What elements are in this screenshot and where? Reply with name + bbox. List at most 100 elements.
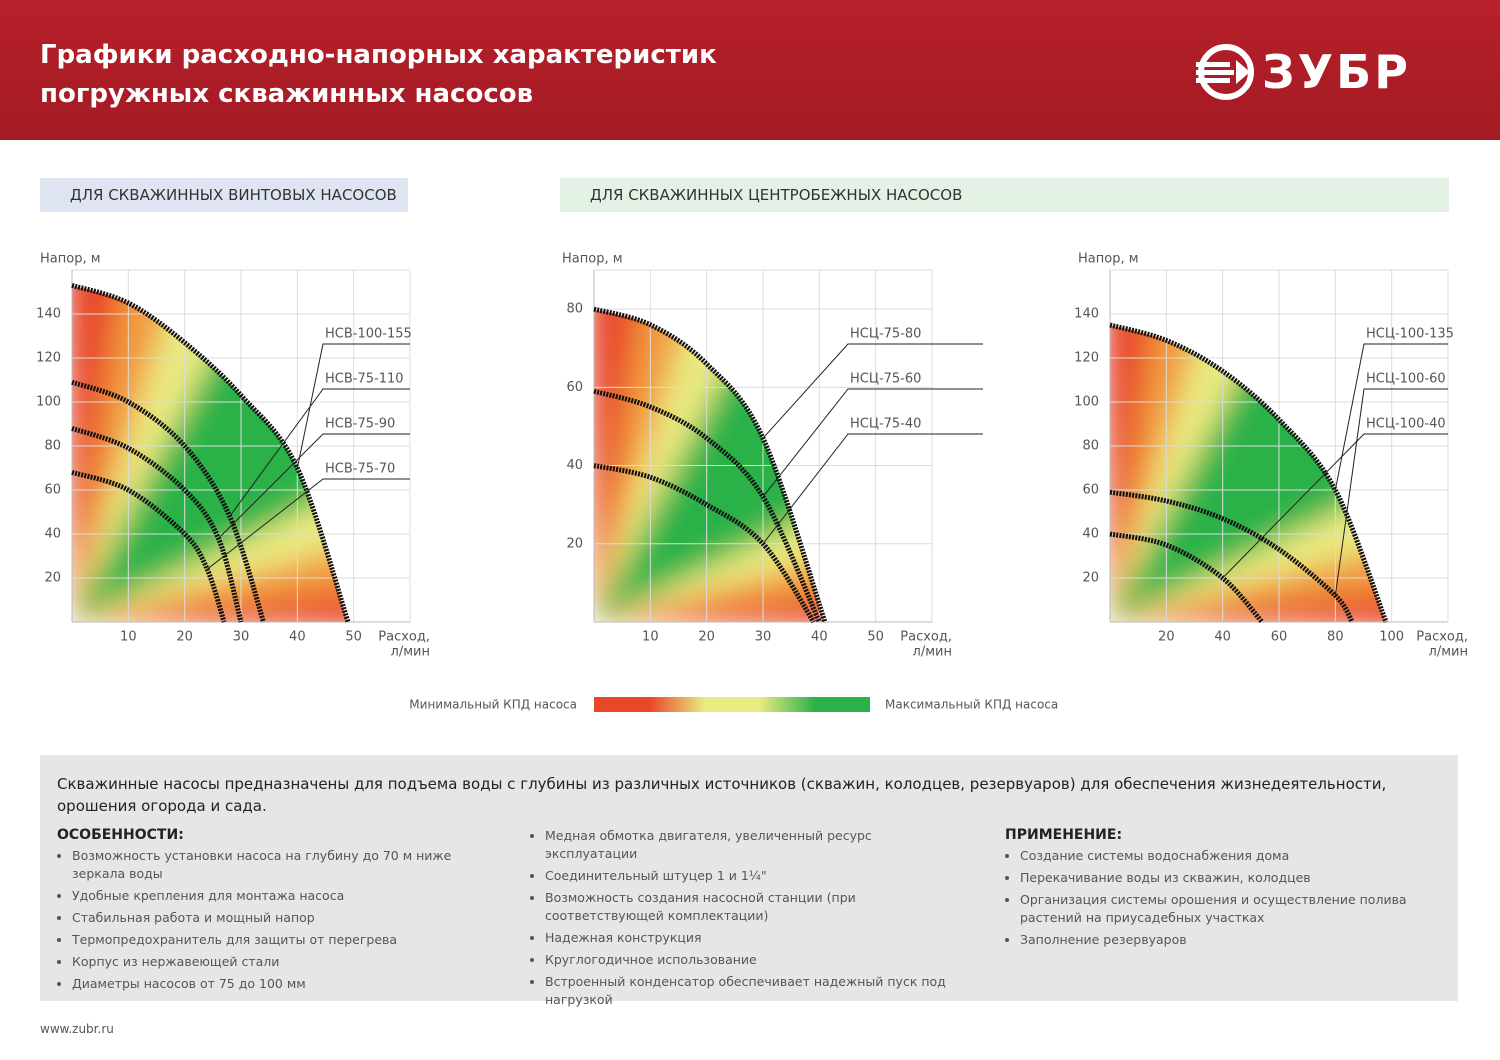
logo-icon — [1196, 78, 1230, 83]
pump-curve — [593, 306, 828, 623]
efficiency-band — [1110, 325, 1387, 622]
x-tick-label: 20 — [698, 630, 715, 645]
y-axis-label: Напор, м — [40, 252, 101, 267]
list: Возможность установки насоса на глубину … — [57, 847, 457, 993]
footer: www.zubr.ru — [40, 1022, 114, 1036]
list-item: Корпус из нержавеющей стали — [72, 953, 457, 971]
header: Графики расходно-напорных характеристик … — [0, 0, 1500, 140]
x-tick-label: 50 — [345, 630, 362, 645]
y-axis-label: Напор, м — [1078, 252, 1139, 267]
x-tick-label: 50 — [867, 630, 884, 645]
leader-line — [206, 478, 410, 570]
series-label: НСЦ-75-40 — [850, 417, 921, 432]
leader-line — [229, 388, 410, 517]
x-tick-label: 10 — [120, 630, 137, 645]
leader-line — [762, 343, 983, 439]
logo-icon — [1236, 60, 1250, 84]
x-axis-label: Расход, — [378, 630, 430, 645]
pump-curve — [1109, 531, 1264, 624]
x-tick-label: 10 — [642, 630, 659, 645]
y-tick-label: 40 — [566, 458, 583, 473]
y-axis-label: Напор, м — [562, 252, 623, 267]
y-tick-label: 60 — [44, 483, 61, 498]
logo-text: ЗУБР — [1262, 45, 1411, 99]
pump-curve — [1109, 322, 1389, 623]
list-item: Удобные крепления для монтажа насоса — [72, 887, 457, 905]
list-item: Возможность установки насоса на глубину … — [72, 847, 457, 883]
series-label: НСВ-75-90 — [325, 417, 395, 432]
title-line: погружных скважинных насосов — [40, 79, 534, 109]
efficiency-band — [594, 309, 825, 622]
list-item: Создание системы водоснабжения дома — [1020, 847, 1450, 865]
list-item: Соединительный штуцер 1 и 1¼" — [545, 867, 960, 885]
x-tick-label: 40 — [289, 630, 306, 645]
x-tick-label: 20 — [1158, 630, 1175, 645]
efficiency-bar — [594, 697, 870, 712]
leader-line — [1334, 388, 1448, 596]
description: Скважинные насосы предназначены для подъ… — [40, 755, 1458, 1007]
y-tick-label: 120 — [1074, 351, 1099, 366]
efficiency-band — [1110, 325, 1236, 622]
leader-line — [762, 388, 983, 498]
x-tick-label: 30 — [755, 630, 772, 645]
series-label: НСЦ-100-40 — [1366, 417, 1446, 432]
y-tick-label: 140 — [1074, 307, 1099, 322]
title: Графики расходно-напорных характеристик … — [40, 36, 717, 114]
x-tick-label: 30 — [233, 630, 250, 645]
logo-icon — [1196, 70, 1234, 75]
column-title: ПРИМЕНЕНИЕ: — [1005, 827, 1123, 843]
list-item: Надежная конструкция — [545, 929, 960, 947]
x-axis-label: л/мин — [913, 645, 952, 660]
y-tick-label: 100 — [1074, 395, 1099, 410]
efficiency-band — [1110, 325, 1374, 622]
leader-line — [1334, 343, 1448, 491]
list-item: Стабильная работа и мощный напор — [72, 909, 457, 927]
series-label: НСЦ-75-60 — [850, 372, 921, 387]
efficiency-band — [72, 285, 349, 622]
pump-curve — [593, 388, 822, 624]
y-tick-label: 20 — [1082, 571, 1099, 586]
pump-curve — [1109, 489, 1355, 624]
x-tick-label: 40 — [811, 630, 828, 645]
legend-label: Максимальный КПД насоса — [885, 698, 1058, 712]
efficiency-band — [594, 309, 825, 622]
series-label: НСЦ-75-80 — [850, 327, 921, 342]
leader-line — [1222, 433, 1448, 579]
legend-label: Минимальный КПД насоса — [409, 698, 577, 712]
list-item: Медная обмотка двигателя, увеличенный ре… — [545, 827, 960, 863]
series-label: НСВ-100-155 — [325, 327, 412, 342]
x-axis-label: Расход, — [1416, 630, 1468, 645]
title-line: Графики расходно-напорных характеристик — [40, 40, 717, 70]
more-features-column: Медная обмотка двигателя, увеличенный ре… — [530, 827, 960, 1013]
efficiency-band — [72, 285, 336, 622]
x-tick-label: 40 — [1214, 630, 1231, 645]
y-tick-label: 20 — [44, 571, 61, 586]
leader-line — [296, 343, 410, 469]
series-label: НСВ-75-110 — [325, 372, 404, 387]
charts: 10 20 30 40 50 20 40 60 80 100 120 140 Напор, м Расхо… — [36, 252, 1468, 712]
y-tick-label: 80 — [44, 439, 61, 454]
section-label: ДЛЯ СКВАЖИННЫХ ВИНТОВЫХ НАСОСОВ — [40, 178, 408, 212]
y-tick-label: 80 — [566, 302, 583, 317]
x-axis-label: Расход, — [900, 630, 952, 645]
x-tick-label: 60 — [1271, 630, 1288, 645]
pump-curve — [71, 426, 244, 623]
efficiency-band — [72, 285, 198, 622]
series-label: НСВ-75-70 — [325, 462, 395, 477]
list-item: Заполнение резервуаров — [1020, 931, 1450, 949]
efficiency-band — [72, 285, 349, 622]
x-tick-label: 20 — [176, 630, 193, 645]
list-item: Организация системы орошения и осуществл… — [1020, 891, 1450, 927]
y-tick-label: 60 — [1082, 483, 1099, 498]
y-tick-label: 40 — [44, 527, 61, 542]
list-item: Встроенный конденсатор обеспечивает наде… — [545, 973, 960, 1009]
y-tick-label: 20 — [566, 536, 583, 551]
list-item: Круглогодичное использование — [545, 951, 960, 969]
y-tick-label: 100 — [36, 395, 61, 410]
logo: ЗУБР — [1196, 44, 1411, 100]
pump-curve — [71, 379, 266, 623]
y-tick-label: 40 — [1082, 527, 1099, 542]
features-column: ОСОБЕННОСТИ: Возможность установки насос… — [57, 827, 457, 997]
y-tick-label: 120 — [36, 351, 61, 366]
